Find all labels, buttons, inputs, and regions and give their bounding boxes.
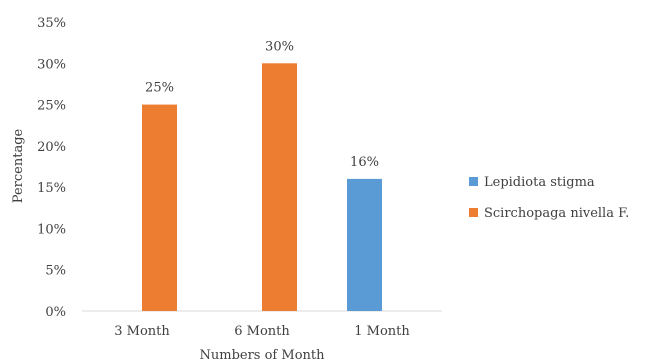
y-tick-label: 5% [45, 264, 66, 279]
data-label: 30% [265, 39, 294, 54]
bar [347, 178, 382, 311]
data-labels: 25% 30% 16% [145, 39, 379, 170]
y-tick-label: 25% [37, 99, 66, 114]
x-axis-title: Numbers of Month [200, 348, 326, 363]
y-tick-label: 0% [45, 305, 66, 320]
x-tick-label: 6 Month [234, 324, 290, 339]
legend-label: Lepidiota stigma [484, 175, 595, 190]
x-tick-label: 3 Month [114, 324, 170, 339]
x-axis-ticks: 3 Month 6 Month 1 Month [114, 324, 410, 339]
bar [262, 63, 297, 312]
legend-swatch [469, 208, 478, 217]
y-tick-label: 35% [37, 16, 66, 31]
y-tick-label: 10% [37, 222, 66, 237]
bar [142, 104, 177, 311]
y-tick-label: 20% [37, 140, 66, 155]
x-tick-label: 1 Month [354, 324, 410, 339]
y-tick-label: 15% [37, 181, 66, 196]
legend: Lepidiota stigma Scirchopaga nivella F. [469, 175, 629, 221]
data-label: 16% [350, 155, 379, 170]
bars [142, 63, 382, 312]
legend-label: Scirchopaga nivella F. [484, 206, 629, 221]
y-tick-label: 30% [37, 57, 66, 72]
y-axis-title: Percentage [11, 128, 26, 203]
y-axis-ticks: 0% 5% 10% 15% 20% 25% 30% 35% [37, 16, 66, 320]
legend-swatch [469, 177, 478, 186]
data-label: 25% [145, 81, 174, 96]
